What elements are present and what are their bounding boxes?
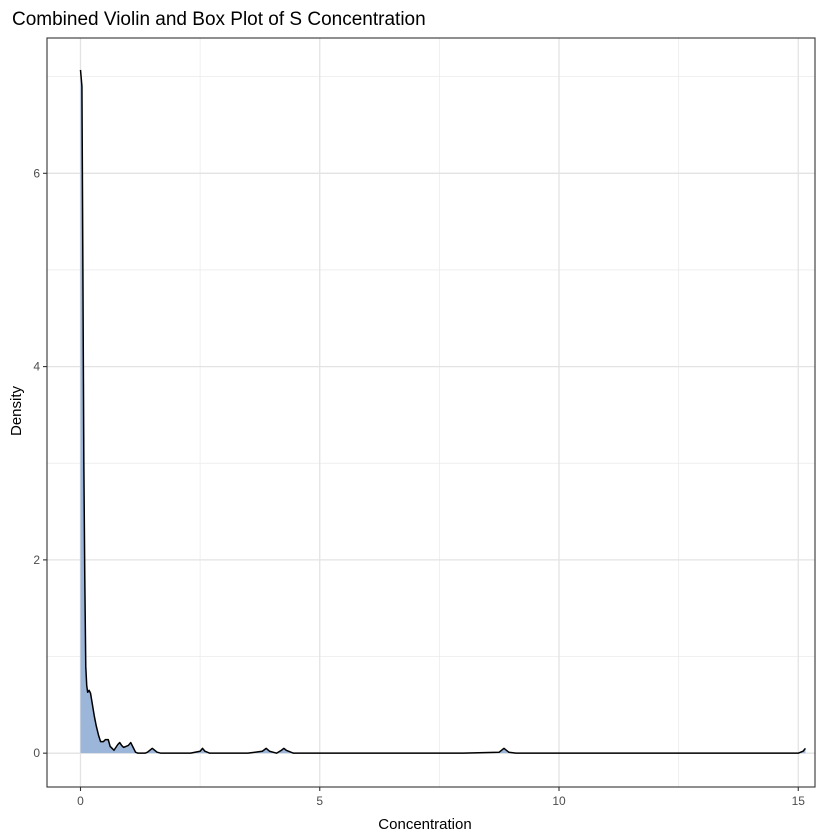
plot-border	[46, 37, 816, 788]
y-tick-label: 0	[33, 746, 40, 760]
y-tick-label: 6	[33, 166, 40, 180]
axis-ticks: 0 5 10 15 0 2 4 6	[33, 166, 805, 808]
x-axis-title: Concentration	[378, 816, 471, 833]
x-tick-label: 10	[552, 794, 566, 808]
y-tick-label: 4	[33, 360, 40, 374]
x-tick-label: 15	[792, 794, 806, 808]
density-area-layer	[79, 69, 807, 754]
panel-background	[47, 38, 815, 787]
chart-title: Combined Violin and Box Plot of S Concen…	[12, 9, 426, 30]
y-axis-title: Density	[8, 385, 25, 436]
density-line	[79, 69, 807, 754]
x-tick-label: 0	[77, 794, 84, 808]
y-tick-label: 2	[33, 553, 40, 567]
plot-panel	[47, 38, 815, 787]
x-tick-label: 5	[316, 794, 323, 808]
plot-border-layer	[46, 37, 816, 788]
